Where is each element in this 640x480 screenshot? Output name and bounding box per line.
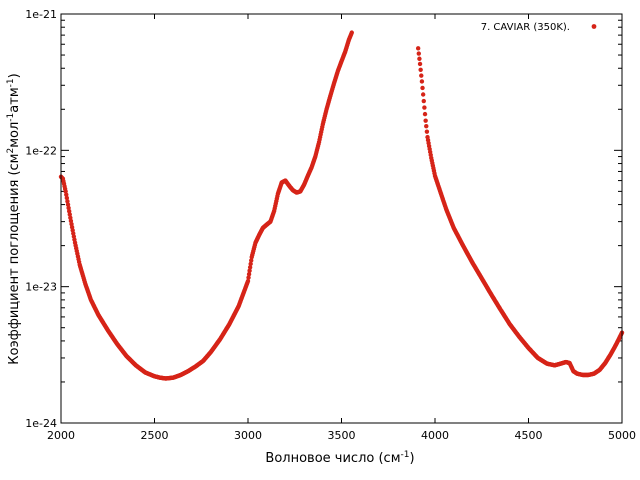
data-point [349,30,354,35]
data-point [416,51,421,56]
data-point [423,118,428,123]
legend-marker [591,24,597,29]
data-point [66,205,71,211]
data-point [245,278,251,284]
data-point [422,111,428,117]
data-point [417,61,423,67]
data-point [420,92,426,97]
ticks-layer: 2000 2500 3000 3500 4000 4500 5000 1e-24 1e-23 1e… [25,8,636,442]
data-point [66,208,72,214]
points-layer [58,30,625,381]
data-point [64,195,70,201]
data-point [246,275,251,280]
data-point [246,271,252,277]
data-point [419,79,425,84]
data-point [249,258,254,263]
data-point [415,46,421,51]
data-point [67,212,72,217]
data-point [65,199,70,204]
y-tick-label: 1e-21 [25,8,57,21]
data-point [422,105,427,110]
data-point [424,123,429,129]
data-point [424,129,430,134]
y-tick-label: 1e-23 [25,281,57,294]
x-tick-label: 3000 [234,429,262,442]
legend-label: 7. CAVIAR (350K). [481,22,570,33]
x-tick-label: 5000 [608,429,636,442]
data-point [248,261,253,267]
x-tick-label: 4500 [515,429,543,442]
plot-frame [60,13,623,424]
data-point [247,265,253,270]
data-point [247,268,252,273]
data-point [65,202,71,207]
data-point [419,73,424,78]
data-point [420,85,425,91]
legend: 7. CAVIAR (350K). [481,22,597,33]
x-tick-label: 2000 [47,429,75,442]
y-tick-label: 1e-24 [25,417,57,430]
data-point [417,56,422,61]
data-point [421,98,426,104]
x-tick-label: 4000 [421,429,449,442]
data-point [63,189,68,194]
x-tick-label: 2500 [141,429,169,442]
x-axis-title: Волновое число (см-1) [265,450,414,466]
y-tick-label: 1e-22 [25,144,57,157]
data-point [64,192,69,197]
y-axis-title: Коэффициент поглощения (см2мол-1атм-1) [6,73,22,364]
data-point [418,67,423,73]
x-tick-label: 3500 [328,429,356,442]
